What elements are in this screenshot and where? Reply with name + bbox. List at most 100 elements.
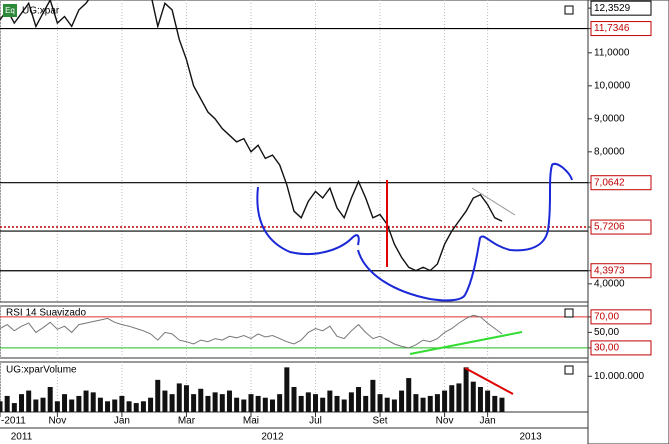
panel-title: UG:xparVolume [6,365,77,376]
volume-bar [485,390,491,412]
volume-bar [384,397,390,412]
volume-bar [176,383,182,412]
volume-bar [463,367,469,412]
volume-bar [248,394,254,412]
price-line [0,314,503,349]
y-tick-label: 30,00 [594,343,619,354]
panel [0,0,588,272]
volume-bar [348,392,354,412]
volume-bar [198,388,204,412]
x-tick-label: Jul [309,416,322,427]
y-tick-box [590,309,652,325]
annotation-line [471,187,516,216]
x-tick-label: Set [373,416,388,427]
volume-bar [226,390,232,412]
volume-bar [255,395,261,412]
annotation-line [409,331,523,355]
volume-bar [499,397,505,412]
y-tick-label: 8,0000 [594,146,625,157]
y-axis-area [587,0,669,444]
annotation-line [464,367,514,395]
volume-bar [155,379,161,412]
y-tick-label: 11,0000 [594,47,630,58]
volume-bar [40,397,46,412]
volume-bar [133,403,139,412]
volume-bar [205,395,211,412]
y-tick-label: 11,7346 [594,23,630,34]
volume-bar [148,397,154,412]
volume-bar [90,392,96,412]
volume-bar [434,394,440,412]
volume-bar [105,401,111,412]
panel-title: RSI 14 Suavizado [6,308,86,319]
volume-bar [356,387,362,412]
volume-bar [427,395,433,412]
price-line [0,0,503,272]
volume-bar [377,394,383,412]
volume-bar [305,392,311,412]
y-tick-label: 7,0642 [594,177,625,188]
volume-bar [97,397,103,412]
panel-buttons [564,5,574,375]
volume-bar [420,397,426,412]
x-tick-label: Jan [480,416,496,427]
y-tick-label: 10,0000 [594,80,631,91]
volume-bar [241,399,247,412]
panel-button[interactable] [564,365,574,375]
panel-button[interactable] [564,5,574,15]
volume-bar [406,378,412,412]
volume-bar [112,399,118,412]
volume-bar [413,394,419,412]
y-tick-label: 12,3529 [594,3,631,14]
y-tick-label: 4,0000 [594,278,625,289]
volume-bar [456,383,462,412]
annotation-curve [357,162,573,302]
volume-bar [492,395,498,412]
volume-bar [291,387,297,412]
chart-title: UG:xpar [22,6,60,17]
y-tick-box [590,21,652,37]
volume-bar [19,394,25,412]
y-tick-box [590,0,652,16]
y-tick-box [590,219,652,235]
volume-bar [69,399,75,412]
year-label: 2011 [11,432,33,443]
x-tick-label: Nov [48,416,66,427]
volume-bar [191,394,197,412]
y-tick-box [590,340,652,356]
y-tick-label: 9,0000 [594,113,625,124]
volume-bar [399,390,405,412]
volume-bar [234,397,240,412]
volume-bar [313,394,319,412]
volume-bar [334,395,340,412]
annotation-curve [256,186,360,256]
y-tick-label: 70,00 [594,312,619,323]
volume-bar [341,399,347,412]
volume-bar [219,394,225,412]
volume-bar [442,390,448,412]
volume-bar [327,390,333,412]
volume-bar [4,395,10,412]
volume-bar [298,395,304,412]
volume-bar [449,385,455,412]
y-tick-label: 4,3973 [594,265,625,276]
volume-bar [47,387,53,412]
panel-button[interactable] [564,308,574,318]
year-label: 2012 [261,432,284,443]
volume-bar [33,399,39,412]
volume-bar [76,395,82,412]
volume-bar [320,397,326,412]
volume-bar [284,367,290,412]
y-tick-label: 50,00 [594,327,619,338]
year-label: 2013 [520,432,543,443]
y-tick-box [590,263,652,279]
volume-bar [183,385,189,412]
volume-bar [363,395,369,412]
volume-bar [370,379,376,412]
y-tick-label: 5,7206 [594,222,625,233]
volume-bar [391,399,397,412]
x-tick-label: Jan [114,416,130,427]
icon [3,4,17,17]
volume-bar [83,390,89,412]
